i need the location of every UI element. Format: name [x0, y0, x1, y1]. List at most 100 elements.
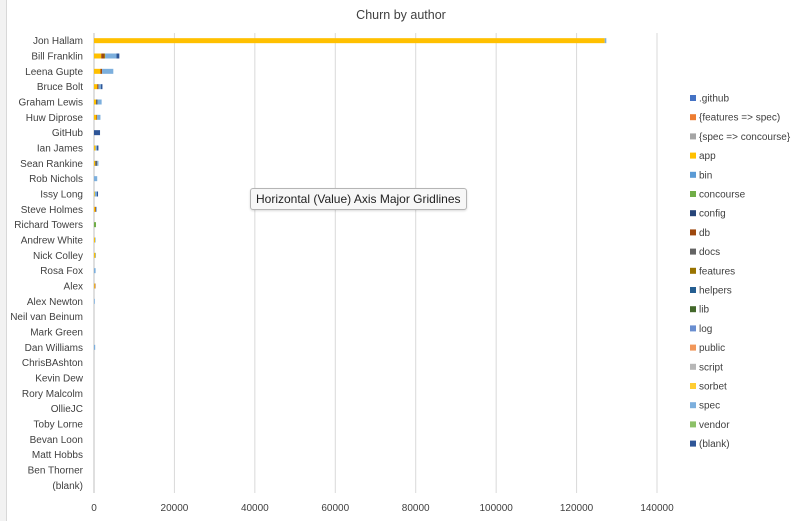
x-tick-label: 40000: [241, 503, 269, 514]
bar-segment: [100, 68, 103, 74]
legend-entry[interactable]: {spec => concourse}: [699, 132, 791, 143]
y-tick-label: Neil van Beinum: [10, 312, 83, 323]
legend-entry[interactable]: docs: [699, 247, 720, 258]
bar-segment: [94, 283, 96, 289]
y-tick-label: Matt Hobbs: [32, 450, 83, 461]
bar-segment: [94, 191, 97, 197]
bar-segment: [102, 68, 114, 74]
legend-entry[interactable]: helpers: [699, 286, 732, 297]
bar-segment: [94, 160, 96, 166]
bar-segment: [96, 145, 99, 151]
x-tick-label: 140000: [640, 503, 674, 514]
bar-segment: [97, 99, 102, 105]
y-tick-label: Sean Rankine: [20, 159, 83, 170]
bar-segment: [97, 114, 101, 120]
legend-entry[interactable]: script: [699, 362, 723, 373]
legend-entry[interactable]: {features => spec): [699, 113, 780, 124]
y-tick-label: Ian James: [37, 144, 83, 155]
bar-segment: [94, 176, 98, 182]
y-tick-label: Leena Gupte: [25, 67, 83, 78]
x-tick-label: 20000: [161, 503, 189, 514]
legend-swatch: [690, 248, 696, 255]
bar-segment: [94, 298, 95, 304]
bar-segment: [95, 160, 98, 166]
legend-swatch: [690, 421, 696, 428]
bar-segment: [94, 130, 101, 136]
legend[interactable]: .github {features => spec) {spec => concou…: [690, 94, 791, 451]
legend-entry[interactable]: spec: [699, 401, 720, 412]
x-tick-label: 0: [91, 503, 97, 514]
legend-swatch: [690, 171, 696, 178]
bar-segment: [104, 53, 106, 59]
bar-segment: [94, 38, 605, 44]
bar-segment: [94, 53, 102, 59]
bar-segment: [94, 206, 96, 212]
y-tick-label: Toby Lorne: [34, 420, 84, 431]
legend-swatch: [690, 152, 696, 159]
legend-swatch: [690, 133, 696, 140]
value-axis: 0 20000 40000 60000 80000 100000 120000 140000: [91, 503, 674, 514]
x-tick-label: 120000: [560, 503, 594, 514]
legend-entry[interactable]: .github: [699, 94, 729, 105]
bar-segment: [95, 237, 96, 243]
bar-segment: [604, 38, 607, 44]
y-tick-label: Huw Diprose: [26, 113, 84, 124]
legend-entry[interactable]: lib: [699, 305, 709, 316]
chart-title: Churn by author: [356, 8, 446, 22]
bar-segment: [96, 206, 97, 212]
category-axis: Jon Hallam Bill Franklin Leena Gupte Bruce …: [10, 36, 84, 492]
y-tick-label: Rob Nichols: [29, 174, 83, 185]
legend-entry[interactable]: features: [699, 266, 735, 277]
bar-segment: [94, 268, 96, 274]
legend-entry[interactable]: sorbet: [699, 382, 727, 393]
legend-swatch: [690, 229, 696, 236]
y-tick-label: (blank): [52, 481, 83, 492]
legend-swatch: [690, 267, 696, 274]
y-tick-label: Steve Holmes: [21, 205, 83, 216]
y-tick-label: Dan Williams: [25, 343, 83, 354]
y-tick-label: Nick Colley: [33, 251, 83, 262]
y-tick-label: Bevan Loon: [30, 435, 83, 446]
y-tick-label: ChrisBAshton: [22, 358, 83, 369]
bar-segment: [95, 145, 97, 151]
bar-segment: [94, 114, 97, 120]
legend-swatch: [690, 114, 696, 121]
bar-segment: [94, 68, 101, 74]
legend-entry[interactable]: public: [699, 343, 725, 354]
legend-entry[interactable]: config: [699, 209, 726, 220]
gridlines[interactable]: [93, 33, 658, 493]
y-tick-label: Ben Thorner: [28, 466, 84, 477]
legend-swatch: [690, 191, 696, 197]
y-tick-label: Alex Newton: [27, 297, 83, 308]
legend-swatch: [690, 95, 696, 101]
y-tick-label: Alex: [64, 282, 83, 293]
bar-segment: [95, 252, 97, 258]
bar-segment: [97, 160, 99, 166]
legend-swatch: [690, 440, 696, 447]
y-tick-label: OllieJC: [51, 404, 83, 415]
legend-entry[interactable]: log: [699, 324, 712, 335]
y-tick-label: Graham Lewis: [19, 98, 83, 109]
legend-entry[interactable]: db: [699, 228, 711, 239]
y-tick-label: Rory Malcolm: [22, 389, 83, 400]
bar-segment: [94, 84, 98, 90]
bar-segment: [97, 84, 99, 90]
legend-entry[interactable]: concourse: [699, 190, 746, 201]
bar-segment: [94, 252, 96, 258]
bar-segment: [96, 191, 99, 197]
y-tick-label: Richard Towers: [14, 220, 83, 231]
legend-swatch: [690, 402, 696, 409]
x-tick-label: 100000: [479, 503, 513, 514]
legend-entry[interactable]: app: [699, 151, 716, 162]
legend-entry[interactable]: (blank): [699, 439, 730, 450]
legend-entry[interactable]: bin: [699, 170, 712, 181]
legend-swatch: [690, 325, 696, 332]
legend-entry[interactable]: vendor: [699, 420, 730, 431]
y-tick-label: Bill Franklin: [31, 52, 83, 63]
bar-segment: [116, 53, 120, 59]
x-tick-label: 60000: [321, 503, 349, 514]
legend-swatch: [690, 210, 696, 217]
legend-swatch: [690, 383, 696, 389]
bar-segment: [94, 145, 96, 151]
